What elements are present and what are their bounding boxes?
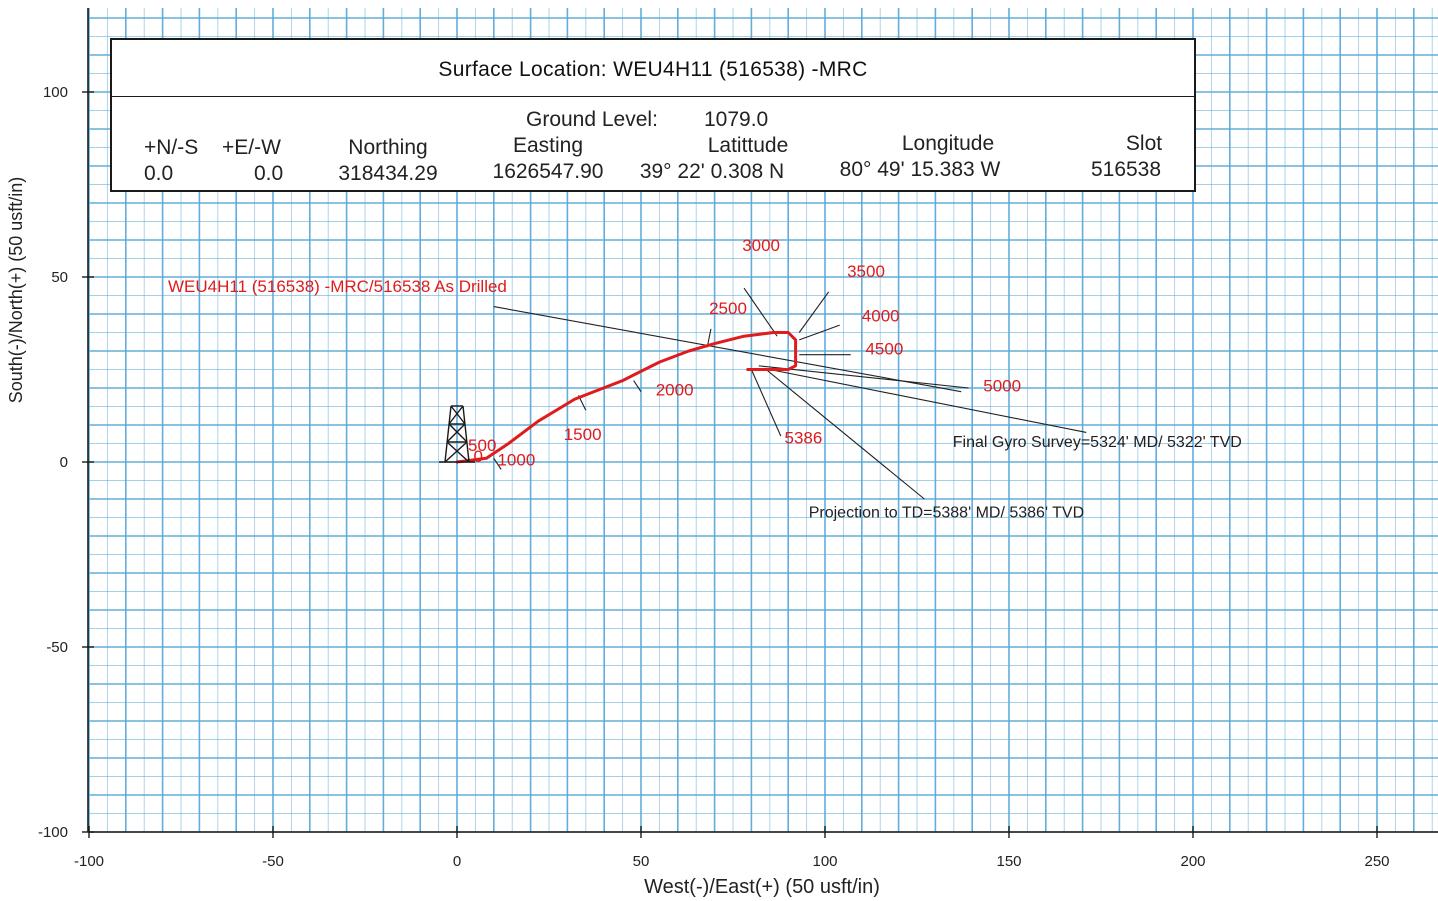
northing-value: 318434.29 <box>338 162 438 185</box>
chart-labels: WEU4H11 (516538) -MRC/516538 As Drilled 5… <box>168 236 1242 521</box>
leader-line <box>743 287 778 337</box>
rig-icon <box>439 405 475 463</box>
info-divider <box>112 96 1194 97</box>
surface-location-box: Surface Location: WEU4H11 (516538) -MRC … <box>110 38 1196 192</box>
northing-header: Northing <box>348 136 428 159</box>
x-tick-label: -50 <box>262 853 284 870</box>
x-tick-label: 50 <box>633 853 650 870</box>
ns-value: 0.0 <box>144 162 174 185</box>
latitude-header: Latittude <box>707 134 789 157</box>
longitude-header: Longitude <box>901 132 995 155</box>
md-label: 4000 <box>862 306 900 325</box>
rig-icon-stroke <box>462 405 470 463</box>
annotation-label: Final Gyro Survey=5324' MD/ 5322' TVD <box>953 434 1242 451</box>
chart-axes: -100 -50 0 50 100 150 200 250100500-50-100West(… <box>6 8 1438 898</box>
leader-line <box>799 324 840 341</box>
x-tick-label: 200 <box>1180 853 1205 870</box>
x-tick-label: 150 <box>996 853 1021 870</box>
easting-header: Easting <box>512 134 584 157</box>
md-label: 2000 <box>656 380 694 399</box>
slot-value: 516538 <box>1090 158 1162 181</box>
rig-icon-stroke <box>444 405 452 463</box>
md-label: 3500 <box>847 262 885 281</box>
leader-line <box>750 369 782 437</box>
annotation-label: Projection to TD=5388' MD/ 5386' TVD <box>809 505 1084 522</box>
chart-leader-lines <box>493 287 1087 500</box>
rig-icon-stroke <box>448 423 468 443</box>
x-tick-label: 100 <box>812 853 837 870</box>
md-label: 1000 <box>497 451 535 470</box>
md-label: 3000 <box>742 236 780 255</box>
rig-icon-stroke <box>446 423 466 443</box>
well-path-line <box>455 331 798 464</box>
md-label: 0 <box>474 447 483 466</box>
ew-value: 0.0 <box>254 162 284 185</box>
leader-line <box>769 368 1087 433</box>
md-label: 1500 <box>564 425 602 444</box>
leader-line <box>798 291 830 333</box>
slot-header: Slot <box>1125 132 1163 155</box>
leader-line <box>493 306 962 393</box>
ns-header: +N/-S <box>144 136 199 159</box>
x-tick-label: 0 <box>453 853 461 870</box>
easting-value: 1626547.90 <box>492 160 604 183</box>
md-label: 2500 <box>709 299 747 318</box>
md-label: 500 <box>468 436 496 455</box>
latitude-value: 39° 22' 0.308 N <box>639 160 785 183</box>
y-tick-label: -50 <box>46 639 68 656</box>
leader-line <box>765 369 925 500</box>
md-label: 5386 <box>785 429 823 448</box>
surface-location-value: WEU4H11 (516538) -MRC <box>613 58 868 81</box>
ground-level-value: 1079.0 <box>704 108 769 131</box>
md-label: 5000 <box>983 377 1021 396</box>
surface-location-title: Surface Location: WEU4H11 (516538) -MRC <box>112 58 1194 82</box>
y-tick-label: 0 <box>60 454 68 471</box>
rig-icon-stroke <box>446 441 470 463</box>
leader-line <box>758 365 969 389</box>
series-label: WEU4H11 (516538) -MRC/516538 As Drilled <box>168 277 507 296</box>
x-axis-label: West(-)/East(+) (50 usft/in) <box>644 876 880 898</box>
y-tick-label: 50 <box>51 269 68 286</box>
x-tick-label: -100 <box>74 853 104 870</box>
md-tick <box>493 457 502 470</box>
surface-location-label: Surface Location: <box>438 58 607 81</box>
longitude-value: 80° 49' 15.383 W <box>839 158 1001 181</box>
md-tick <box>633 380 642 393</box>
rig-icon-stroke <box>448 405 464 425</box>
rig-icon-stroke <box>444 441 468 463</box>
md-label: 4500 <box>865 340 903 359</box>
chart-well-path <box>455 331 798 464</box>
y-tick-label: 100 <box>43 84 68 101</box>
y-tick-label: -100 <box>38 824 68 841</box>
ground-level-label: Ground Level: <box>526 108 658 131</box>
rig-icon-stroke <box>450 405 466 425</box>
ew-header: +E/-W <box>222 136 281 159</box>
x-tick-label: 250 <box>1364 853 1389 870</box>
y-axis-label: South(-)/North(+) (50 usft/in) <box>6 177 26 404</box>
